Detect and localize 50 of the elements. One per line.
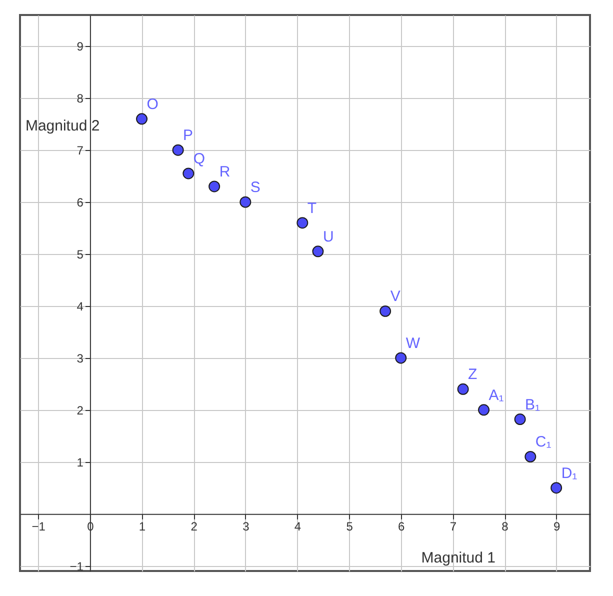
- x-tick-label: 7: [450, 519, 457, 534]
- annotation: Q: [193, 150, 206, 168]
- x-tick-label: 8: [502, 519, 509, 534]
- annotation: B₁: [525, 396, 540, 414]
- annotation: A₁: [488, 386, 504, 404]
- y-tick-label: 2: [76, 403, 84, 418]
- point: [208, 180, 220, 192]
- y-tick-label: 8: [76, 92, 84, 106]
- x-tick-label: 1: [138, 519, 146, 534]
- point: [240, 196, 252, 208]
- y-tick-label: 7: [76, 144, 84, 158]
- annotation: P: [183, 127, 194, 144]
- y-tick-label: −1: [70, 559, 84, 574]
- y-tick-label: 1: [76, 455, 84, 470]
- annotation: Z: [468, 366, 478, 384]
- annotation: O: [146, 96, 158, 113]
- x-tick-label: 2: [190, 519, 198, 534]
- annotation: V: [390, 288, 400, 306]
- point: [182, 168, 194, 180]
- x-tick-label: 3: [242, 519, 250, 534]
- x-tick-label: 5: [346, 519, 354, 534]
- y-tick-label: 4: [76, 299, 84, 314]
- y-tick-label: 9: [76, 40, 84, 54]
- y-axis-title: Magnitud 2: [25, 118, 100, 134]
- x-tick-label: −1: [32, 519, 46, 534]
- annotation: U: [322, 228, 334, 246]
- point: [478, 404, 490, 416]
- point: [514, 414, 526, 426]
- point: [296, 217, 308, 229]
- point: [524, 450, 536, 462]
- annotation: W: [406, 334, 421, 352]
- point: [395, 352, 407, 364]
- point: [550, 482, 562, 494]
- y-tick-label: 5: [76, 248, 84, 262]
- annotation: C₁: [535, 434, 552, 451]
- annotation: T: [307, 200, 317, 217]
- x-tick-label: 6: [398, 519, 406, 534]
- y-tick-label: 3: [76, 351, 84, 366]
- x-axis-title: Magnitud 1: [421, 549, 496, 566]
- x-tick-label: 9: [553, 519, 560, 534]
- annotation: D₁: [561, 464, 578, 482]
- point: [312, 246, 324, 258]
- point: [457, 383, 469, 395]
- y-tick-label: 6: [76, 196, 84, 210]
- point: [172, 144, 184, 156]
- point: [136, 113, 148, 125]
- point: [380, 305, 392, 317]
- annotation: R: [219, 163, 230, 180]
- x-tick-label: 4: [294, 519, 302, 534]
- annotation: S: [250, 179, 260, 196]
